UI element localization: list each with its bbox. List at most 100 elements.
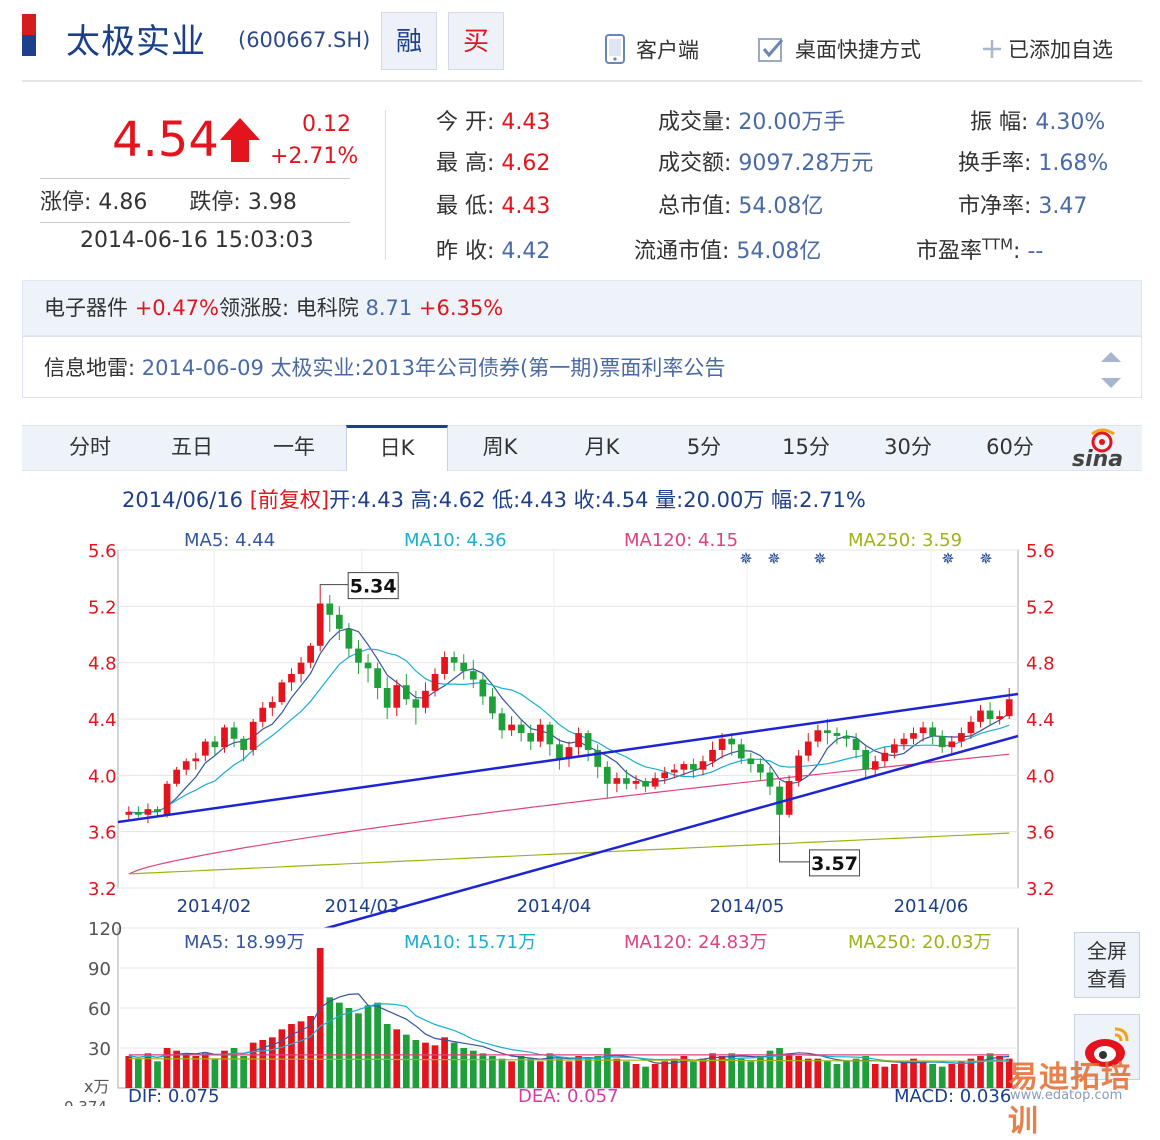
candle-body — [364, 662, 372, 669]
volume-bar — [288, 1024, 295, 1088]
event-marker[interactable]: ✵ — [767, 549, 780, 568]
volume-bar — [364, 1005, 372, 1088]
fullscreen-button[interactable]: 全屏 查看 — [1074, 932, 1140, 998]
tab-60min[interactable]: 60分 — [986, 435, 1034, 459]
volume-legend-item: MA5: 18.99万 — [184, 932, 305, 953]
candle-body — [699, 761, 707, 770]
candle-body — [479, 679, 487, 697]
info-item[interactable]: 信息地雷: 2014-06-09 太极实业:2013年公司债券(第一期)票面利率… — [44, 352, 725, 382]
candle-body — [135, 811, 142, 815]
event-marker[interactable]: ✵ — [739, 549, 752, 568]
candle-body — [776, 786, 783, 815]
tab-five-day[interactable]: 五日 — [171, 435, 213, 459]
candle-body — [996, 716, 1003, 719]
tab-monthly-k[interactable]: 月K — [584, 435, 620, 459]
volume-bar — [173, 1050, 180, 1088]
turnover-rate-label: 换手率: — [958, 151, 1032, 176]
candle-body — [594, 749, 602, 767]
info-title[interactable]: 太极实业:2013年公司债券(第一期)票面利率公告 — [270, 356, 726, 380]
sector-name[interactable]: 电子器件 — [44, 296, 128, 320]
shortcut-label: 桌面快捷方式 — [795, 38, 921, 62]
volume-bar — [489, 1056, 496, 1088]
event-marker[interactable]: ✵ — [979, 549, 992, 568]
phone-icon — [604, 34, 626, 69]
limit-down-value: 3.98 — [247, 190, 297, 215]
tab-15min[interactable]: 15分 — [782, 435, 830, 459]
candle-body — [603, 766, 611, 784]
volume-bar — [565, 1061, 573, 1088]
event-marker[interactable]: ✵ — [941, 549, 954, 568]
watchlist-link[interactable]: 已添加自选 — [982, 34, 1113, 64]
leader-name[interactable]: 电科院 — [295, 296, 359, 320]
tab-daily-k[interactable]: 日K — [346, 425, 448, 471]
market-cap-label: 总市值: — [658, 194, 732, 219]
scroll-down-icon[interactable] — [1100, 374, 1122, 393]
tab-weekly-k[interactable]: 周K — [482, 435, 518, 459]
candle-body — [986, 710, 994, 719]
margin-button[interactable]: 融 — [381, 12, 437, 70]
volume-bar — [431, 1045, 439, 1088]
candle-body — [201, 741, 209, 756]
volume-bar — [575, 1056, 582, 1088]
volume-bar — [785, 1053, 793, 1088]
candle-body — [402, 685, 410, 700]
candle-body — [144, 809, 152, 815]
annotation-leader — [319, 584, 349, 587]
tab-intraday[interactable]: 分时 — [69, 435, 111, 459]
candle-body — [431, 673, 439, 691]
adjust-mode[interactable]: [前复权] — [249, 488, 330, 512]
buy-button[interactable]: 买 — [448, 12, 504, 70]
shortcut-link[interactable]: 桌面快捷方式 — [757, 34, 921, 68]
volume-bar — [240, 1056, 247, 1088]
candle-body — [881, 752, 889, 762]
candle-body — [718, 738, 726, 750]
tab-one-year[interactable]: 一年 — [273, 435, 315, 459]
volume-bar — [910, 1058, 917, 1088]
vol-ma250-line — [128, 1058, 1010, 1062]
pb-value: 3.47 — [1038, 194, 1088, 219]
volume-bar — [871, 1064, 879, 1088]
volume-bar — [201, 1053, 209, 1088]
date-tick-label: 2014/05 — [710, 896, 785, 917]
low-value: 4.43 — [501, 194, 551, 219]
volume-bar — [479, 1053, 487, 1088]
price-tick-left: 4.4 — [88, 710, 117, 731]
info-date: 2014-06-09 — [141, 356, 264, 380]
current-price: 4.54 — [112, 112, 219, 168]
candle-body — [938, 735, 946, 748]
weibo-share-button[interactable] — [1074, 1014, 1140, 1080]
candle-body — [288, 673, 295, 683]
price-tick-left: 4.0 — [88, 766, 117, 787]
kline-chart[interactable]: 5.6 5.6 5.2 5.2 4.8 4.8 4.4 4.4 4.0 4.0 3.6 3.6 3.2 3… — [0, 520, 1070, 1106]
tab-5min[interactable]: 5分 — [686, 435, 722, 459]
volume-bar — [843, 1061, 850, 1088]
candle-body — [785, 780, 793, 815]
info-bar — [22, 336, 1142, 398]
vol-ma10-line — [128, 1003, 1010, 1064]
client-link[interactable]: 客户端 — [604, 34, 699, 69]
candle-body — [489, 696, 496, 714]
prev-close-label: 昨 收: — [436, 239, 495, 264]
volume-bar — [460, 1048, 468, 1088]
fullscreen-label-1: 全屏 — [1087, 939, 1127, 963]
volume-bar — [517, 1056, 525, 1088]
tab-30min[interactable]: 30分 — [884, 435, 932, 459]
volume-bar — [221, 1050, 228, 1088]
candle-body — [747, 758, 755, 765]
volume-bar — [144, 1053, 152, 1088]
scroll-up-icon[interactable] — [1100, 348, 1122, 367]
event-marker[interactable]: ✵ — [813, 549, 826, 568]
price-change-pct: +2.71% — [270, 144, 359, 169]
price-tick-left: 3.6 — [88, 823, 117, 844]
sector-bar — [22, 280, 1142, 336]
candle-body — [441, 657, 448, 674]
volume-bar — [766, 1050, 774, 1088]
volume-bar — [737, 1058, 745, 1088]
volume-bar — [661, 1061, 669, 1088]
candle-body — [670, 769, 678, 773]
candle-body — [575, 733, 582, 748]
limit-up-label: 涨停: — [40, 190, 92, 215]
volume-bar — [469, 1050, 477, 1088]
volume-bar — [135, 1058, 142, 1088]
price-tick-right: 4.4 — [1026, 710, 1055, 731]
